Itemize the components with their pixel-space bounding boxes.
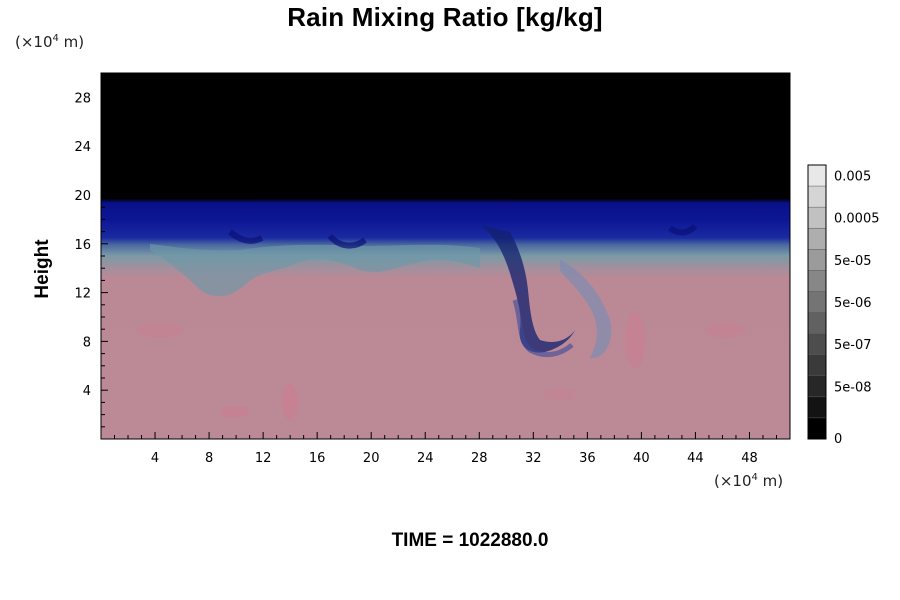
left-eddies xyxy=(150,244,480,297)
x-tick-label: 12 xyxy=(255,451,272,466)
colorbar-level xyxy=(808,207,826,229)
x-tick-label: 32 xyxy=(525,451,542,466)
blue-dips xyxy=(228,223,698,249)
chart-title: Rain Mixing Ratio [kg/kg] xyxy=(287,2,603,32)
pink-patch xyxy=(544,389,576,401)
y-tick-label: 24 xyxy=(74,140,91,155)
colorbar-level xyxy=(808,165,826,187)
colorbar-level xyxy=(808,333,826,355)
pink-patch xyxy=(221,406,249,418)
x-tick-label: 16 xyxy=(309,451,326,466)
colorbar-label: 0.0005 xyxy=(834,212,880,227)
colorbar-level xyxy=(808,228,826,250)
turbulent-features xyxy=(138,223,745,420)
colorbar-level xyxy=(808,417,826,439)
pink-patch xyxy=(138,322,182,338)
colorbar-label: 0 xyxy=(834,432,842,447)
pink-patch xyxy=(705,322,745,338)
x-tick-label: 20 xyxy=(363,451,380,466)
right-eddies xyxy=(560,260,612,359)
colorbar-label: 5e-08 xyxy=(834,380,872,395)
y-tick-label: 28 xyxy=(74,91,91,106)
colorbar-label: 0.005 xyxy=(834,170,871,185)
y-tick-label: 12 xyxy=(74,287,91,302)
y-tick-label: 8 xyxy=(83,335,91,350)
colorbar-level xyxy=(808,291,826,313)
x-tick-label: 24 xyxy=(417,451,434,466)
x-axis: 4 8 12 16 20 24 28 32 36 40 44 48 xyxy=(114,432,777,466)
pink-patch xyxy=(282,384,298,420)
colorbar-label: 5e-06 xyxy=(834,296,872,311)
colorbar-label: 5e-05 xyxy=(834,254,872,269)
y-tick-label: 16 xyxy=(74,238,91,253)
y-tick-label: 20 xyxy=(74,189,91,204)
x-tick-label: 36 xyxy=(579,451,596,466)
colorbar-label: 5e-07 xyxy=(834,338,872,353)
colorbar-frame xyxy=(807,164,827,440)
colorbar-level xyxy=(808,375,826,397)
y-tick-label: 4 xyxy=(83,384,91,399)
colorbar-level xyxy=(808,396,826,418)
time-annotation: TIME = 1022880.0 xyxy=(391,530,549,551)
colorbar-level xyxy=(808,354,826,376)
x-tick-label: 28 xyxy=(471,451,488,466)
colorbar-level xyxy=(808,270,826,292)
y-axis: 4 8 12 16 20 24 28 xyxy=(74,84,108,428)
x-tick-label: 40 xyxy=(633,451,650,466)
x-axis-unit: (×104 m) xyxy=(714,472,784,490)
x-tick-label: 48 xyxy=(741,451,758,466)
colorbar: 0.005 0.0005 5e-05 5e-06 5e-07 5e-08 0 xyxy=(807,164,880,447)
colorbar-level xyxy=(808,312,826,334)
y-axis-unit: (×104 m) xyxy=(15,33,85,51)
central-plume xyxy=(480,225,575,353)
plume-edge xyxy=(512,299,574,358)
x-tick-label: 8 xyxy=(205,451,213,466)
colorbar-level xyxy=(808,249,826,271)
pink-patch xyxy=(625,312,645,368)
x-tick-label: 4 xyxy=(151,451,159,466)
x-tick-label: 44 xyxy=(687,451,704,466)
colorbar-level xyxy=(808,186,826,208)
